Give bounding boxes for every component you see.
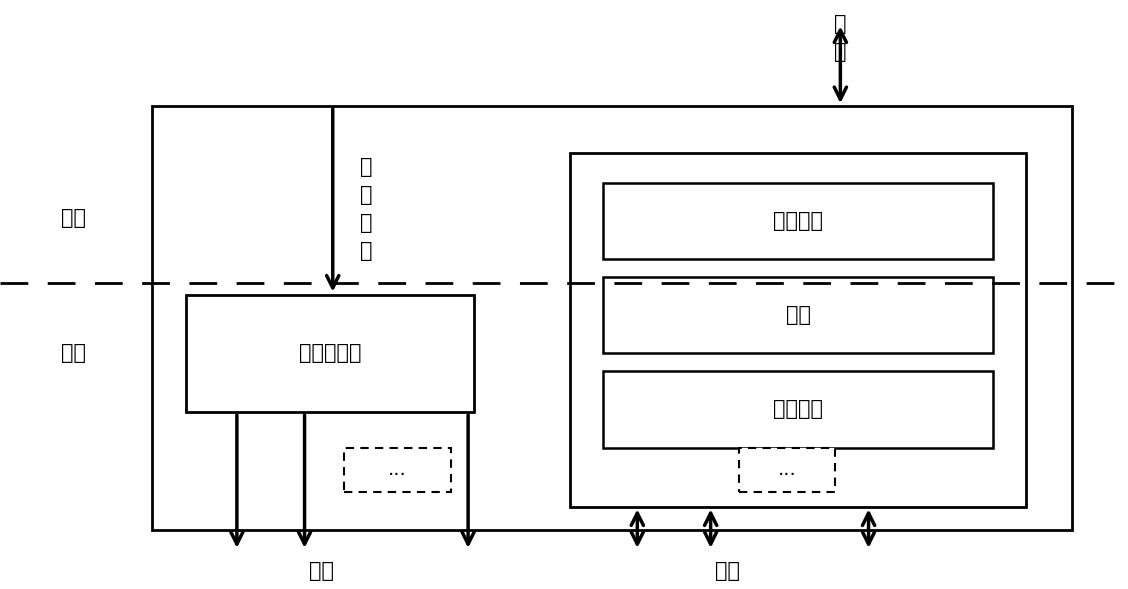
Text: 数
据: 数 据 xyxy=(834,14,847,62)
Text: 数据: 数据 xyxy=(715,561,740,581)
Polygon shape xyxy=(186,294,474,412)
Polygon shape xyxy=(570,153,1026,507)
Text: 井下: 井下 xyxy=(61,343,86,363)
Text: 通讯接口: 通讯接口 xyxy=(773,399,823,419)
Text: 通讯接口: 通讯接口 xyxy=(773,211,823,231)
Text: 井上: 井上 xyxy=(61,208,86,228)
Polygon shape xyxy=(603,183,993,259)
Text: 单
路
激
光: 单 路 激 光 xyxy=(360,157,373,261)
Text: 多路分光器: 多路分光器 xyxy=(299,343,361,363)
Polygon shape xyxy=(344,448,451,492)
Polygon shape xyxy=(603,371,993,448)
Polygon shape xyxy=(739,448,835,492)
Text: ...: ... xyxy=(777,460,796,479)
Text: ...: ... xyxy=(388,460,407,479)
Polygon shape xyxy=(603,277,993,353)
Polygon shape xyxy=(152,106,1072,530)
Text: 中继: 中继 xyxy=(785,305,811,325)
Text: 激光: 激光 xyxy=(309,561,334,581)
